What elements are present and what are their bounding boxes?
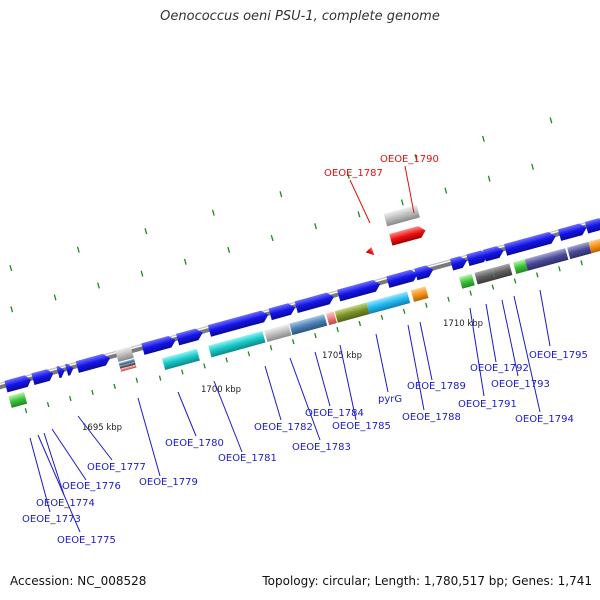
- label-oeoe-1781: OEOE_1781: [218, 453, 277, 464]
- gene-arrow: [482, 246, 504, 262]
- inner-tick-row: [24, 260, 583, 414]
- gene-arrow: [65, 363, 74, 376]
- gene-arrow: [449, 256, 467, 271]
- label-oeoe-1791: OEOE_1791: [458, 399, 517, 410]
- gene-block: [161, 348, 200, 370]
- gene-block: [524, 248, 569, 271]
- gene-block: [491, 263, 513, 280]
- gene-block: [120, 364, 137, 372]
- gene-arrow: [268, 303, 296, 321]
- gene-block: [410, 286, 429, 302]
- scale-label-1710: 1710 kbp: [443, 319, 483, 329]
- label-oeoe-1773: OEOE_1773: [22, 514, 81, 525]
- map-title: Oenococcus oeni PSU-1, complete genome: [160, 9, 440, 24]
- gene-block: [474, 268, 496, 285]
- label-oeoe-1789: OEOE_1789: [407, 381, 466, 392]
- gene-oeoe-1787[interactable]: [365, 246, 378, 259]
- gene-block: [513, 259, 528, 274]
- gene-arrow: [414, 265, 434, 281]
- gene-block: [334, 302, 370, 323]
- gene-arrow: [75, 353, 111, 373]
- label-oeoe-1775: OEOE_1775: [57, 535, 116, 546]
- label-oeoe-1794: OEOE_1794: [515, 414, 574, 425]
- gene-block: [459, 273, 475, 289]
- gene-arrow: [294, 292, 334, 313]
- label-leader-lines: [29, 165, 551, 533]
- gene-arrow: [56, 366, 65, 379]
- gene-arrow: [31, 369, 54, 386]
- forward-gene-track: [4, 218, 600, 393]
- label-oeoe-1777: OEOE_1777: [87, 462, 146, 473]
- gene-arrow: [557, 223, 587, 241]
- gene-block: [289, 314, 328, 336]
- gene-block: [264, 323, 292, 343]
- gene-block: [325, 311, 337, 326]
- gene-arrow: [584, 218, 600, 234]
- label-oeoe-1784: OEOE_1784: [305, 408, 364, 419]
- label-oeoe-1793: OEOE_1793: [491, 379, 550, 390]
- label-oeoe-1779: OEOE_1779: [139, 477, 198, 488]
- gene-arrow: [207, 310, 269, 337]
- gene-arrow: [503, 231, 556, 256]
- accession-text: Accession: NC_008528: [10, 574, 147, 588]
- gene-block: [119, 361, 136, 369]
- outer-tick-row-2: [9, 117, 553, 272]
- gene-arrow: [141, 335, 176, 355]
- gene-labels: OEOE_1773 OEOE_1774 OEOE_1775 OEOE_1776 …: [22, 154, 588, 546]
- label-pyrg: pyrG: [378, 394, 402, 405]
- reverse-gene-track: [8, 237, 600, 408]
- gene-block: [115, 346, 134, 363]
- label-oeoe-1785: OEOE_1785: [332, 421, 391, 432]
- scale-label-1695: 1695 kbp: [82, 423, 122, 433]
- gene-arrow: [176, 328, 203, 346]
- label-oeoe-1782: OEOE_1782: [254, 422, 313, 433]
- outer-tick-row: [10, 163, 534, 313]
- label-oeoe-1787: OEOE_1787: [324, 168, 383, 179]
- label-oeoe-1776: OEOE_1776: [62, 481, 121, 492]
- gene-arrow: [337, 280, 381, 302]
- label-oeoe-1780: OEOE_1780: [165, 438, 224, 449]
- gene-block: [8, 392, 28, 408]
- gene-arrow: [466, 250, 489, 266]
- gene-oeoe-1790[interactable]: [383, 204, 427, 246]
- gene-arrow: [386, 269, 418, 288]
- gene-block: [366, 291, 411, 315]
- gene-block: [208, 330, 266, 358]
- gene-block: [118, 358, 135, 366]
- label-oeoe-1788: OEOE_1788: [402, 412, 461, 423]
- label-oeoe-1783: OEOE_1783: [292, 442, 351, 453]
- label-oeoe-1774: OEOE_1774: [36, 498, 95, 509]
- scale-label-1700: 1700 kbp: [201, 385, 241, 395]
- gene-block: [588, 237, 600, 254]
- topology-summary: Topology: circular; Length: 1,780,517 bp…: [262, 574, 592, 588]
- label-oeoe-1792: OEOE_1792: [470, 363, 529, 374]
- gene-arrow: [4, 375, 31, 393]
- label-oeoe-1795: OEOE_1795: [529, 350, 588, 361]
- label-oeoe-1790: OEOE_1790: [380, 154, 439, 165]
- gene-block: [567, 241, 592, 260]
